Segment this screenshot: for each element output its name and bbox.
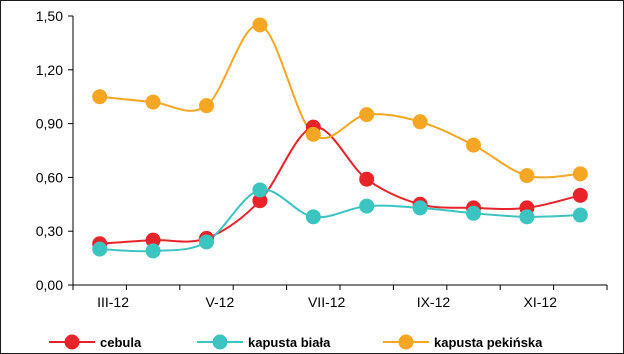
data-point-kapusta-peki-ska xyxy=(305,126,321,142)
y-tick-label: 0,90 xyxy=(36,116,63,132)
series-line-cebula xyxy=(99,126,581,245)
data-point-kapusta-peki-ska xyxy=(145,94,161,110)
data-point-kapusta-peki-ska xyxy=(359,107,375,123)
data-point-kapusta-peki-ska xyxy=(519,168,535,184)
data-point-kapusta-peki-ska xyxy=(466,137,481,153)
data-point-kapusta-bia-a xyxy=(92,241,108,257)
y-tick-label: 0,00 xyxy=(36,277,63,293)
y-tick-label: 0,30 xyxy=(36,223,63,239)
data-point-kapusta-bia-a xyxy=(466,205,481,221)
data-point-cebula xyxy=(252,193,268,209)
x-tick-label: V-12 xyxy=(205,294,234,310)
y-tick-label: 0,60 xyxy=(36,169,63,185)
y-tick-label: 1,50 xyxy=(36,8,63,24)
x-tick-label: XI-12 xyxy=(524,294,558,310)
legend-label-kapusta-peki-ska: kapusta pekińska xyxy=(434,335,543,350)
data-point-kapusta-bia-a xyxy=(519,209,535,225)
data-point-kapusta-peki-ska xyxy=(412,114,428,130)
legend-marker-cebula xyxy=(64,334,80,350)
legend-marker-kapusta-peki-ska xyxy=(398,334,414,350)
data-point-kapusta-bia-a xyxy=(412,200,428,216)
data-point-kapusta-bia-a xyxy=(305,209,321,225)
data-point-cebula xyxy=(145,232,161,248)
data-point-kapusta-peki-ska xyxy=(572,166,588,182)
x-tick-label: IX-12 xyxy=(417,294,451,310)
series-line-kapusta-peki-ska xyxy=(99,23,581,179)
legend-label-kapusta-bia-a: kapusta biała xyxy=(248,335,331,350)
data-point-kapusta-bia-a xyxy=(145,243,161,259)
x-tick-label: VII-12 xyxy=(308,294,346,310)
data-point-kapusta-peki-ska xyxy=(252,17,268,33)
data-point-cebula xyxy=(572,187,588,203)
axes: 0,00 0,30 0,60 0,90 1,20 1,50 III-12 V-12 VII-12… xyxy=(36,8,608,310)
data-point-cebula xyxy=(359,171,375,187)
data-point-kapusta-bia-a xyxy=(572,207,588,223)
legend-marker-kapusta-bia-a xyxy=(212,334,228,350)
legend: cebula kapusta biała kapusta pekińska xyxy=(49,334,543,350)
data-point-kapusta-bia-a xyxy=(199,234,214,250)
data-point-kapusta-bia-a xyxy=(252,182,268,198)
data-point-kapusta-peki-ska xyxy=(199,98,214,114)
data-point-kapusta-bia-a xyxy=(359,198,375,214)
x-tick-label: III-12 xyxy=(97,294,129,310)
legend-label-cebula: cebula xyxy=(100,335,142,350)
series-lines xyxy=(99,23,581,253)
series-points xyxy=(92,17,588,259)
y-tick-label: 1,20 xyxy=(36,62,63,78)
series-line-kapusta-bia-a xyxy=(99,188,581,253)
data-point-kapusta-peki-ska xyxy=(92,89,108,105)
